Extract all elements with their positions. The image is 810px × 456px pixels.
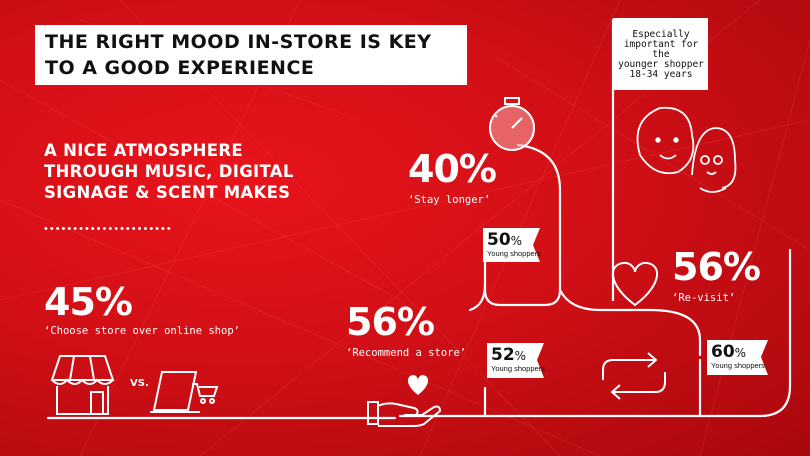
young-note-line3: younger shopper bbox=[618, 59, 704, 70]
flag-60-value: 60% bbox=[711, 342, 746, 362]
flag-shapes bbox=[483, 18, 768, 378]
young-note: Especially important for the younger sho… bbox=[614, 30, 708, 80]
stat-revisit-caption: ‘Re-visit’ bbox=[672, 292, 736, 304]
stat-recommend-caption: ‘Recommend a store’ bbox=[346, 347, 467, 359]
stat-revisit-value: 56% bbox=[672, 245, 761, 289]
flag-50-value: 50% bbox=[487, 230, 522, 250]
flag-60-number: 60 bbox=[711, 342, 735, 362]
stat-recommend-value: 56% bbox=[346, 300, 435, 344]
flag-52-label: Young shoppers bbox=[491, 364, 545, 373]
flag-52-unit: % bbox=[514, 349, 527, 363]
stat-stay-longer-value: 40% bbox=[408, 147, 497, 191]
heart-icon bbox=[611, 261, 659, 307]
flag-50-label: Young shoppers bbox=[487, 249, 541, 258]
laptop-cart-icon bbox=[150, 371, 219, 413]
stat-choose-store-caption: ‘Choose store over online shop’ bbox=[44, 325, 240, 337]
vs-label: VS. bbox=[130, 378, 149, 389]
subheading: A NICE ATMOSPHERE THROUGH MUSIC, DIGITAL… bbox=[44, 141, 294, 202]
dotted-divider: •••••••••••••••••••••• bbox=[44, 223, 173, 235]
store-icon bbox=[50, 355, 115, 415]
headline-line1: THE RIGHT MOOD IN-STORE IS KEY bbox=[45, 31, 432, 53]
flag-52-value: 52% bbox=[491, 345, 526, 365]
headline-line2: TO A GOOD EXPERIENCE bbox=[45, 57, 315, 79]
young-note-line2: important for the bbox=[623, 39, 699, 60]
flag-50-number: 50 bbox=[487, 230, 511, 250]
small-heart-icon bbox=[407, 375, 429, 395]
stat-stay-longer-caption: ‘Stay longer’ bbox=[408, 194, 491, 206]
stopwatch-icon bbox=[489, 97, 535, 151]
flag-52-number: 52 bbox=[491, 345, 515, 365]
stat-choose-store-value: 45% bbox=[44, 280, 133, 324]
young-shoppers-icon bbox=[636, 106, 737, 193]
flag-50-unit: % bbox=[510, 234, 523, 248]
young-note-line1: Especially bbox=[632, 29, 690, 40]
flag-60-unit: % bbox=[734, 346, 747, 360]
hand-heart-icon bbox=[367, 401, 442, 427]
flag-60-label: Young shoppers bbox=[711, 361, 765, 370]
repeat-icon bbox=[602, 352, 666, 400]
headline-box: THE RIGHT MOOD IN-STORE IS KEY TO A GOOD… bbox=[35, 25, 467, 85]
young-note-line4: 18-34 years bbox=[629, 69, 693, 80]
